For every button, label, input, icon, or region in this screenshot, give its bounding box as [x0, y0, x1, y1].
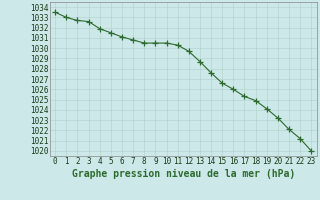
- X-axis label: Graphe pression niveau de la mer (hPa): Graphe pression niveau de la mer (hPa): [72, 169, 295, 179]
